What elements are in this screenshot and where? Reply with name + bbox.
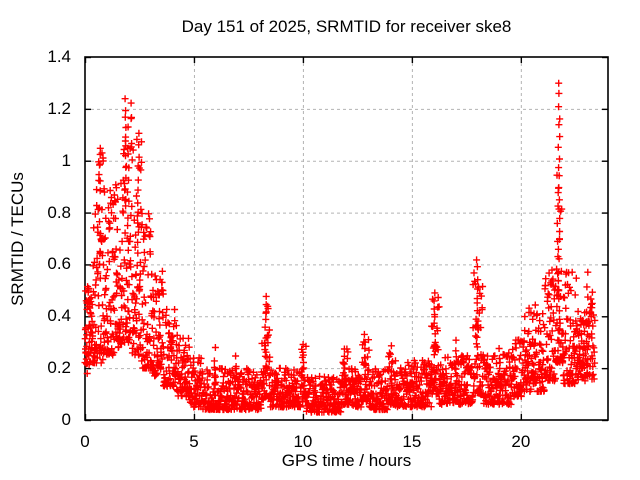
plot-border	[84, 56, 609, 421]
y-tick-label: 1.2	[47, 98, 71, 118]
x-tick-label: 5	[189, 432, 199, 451]
y-tick-label: 0.4	[47, 306, 71, 326]
x-tick-label: 0	[80, 432, 90, 451]
x-tick-label: 20	[511, 432, 531, 451]
y-tick-label: 0.2	[47, 358, 71, 378]
y-tick-label: 0	[61, 410, 71, 429]
y-tick-label: 1.4	[47, 47, 71, 66]
x-tick-label: 10	[293, 432, 313, 451]
y-tick-label: 0.6	[47, 254, 71, 274]
y-tick-label: 1	[61, 150, 71, 170]
chart-title: Day 151 of 2025, SRMTID for receiver ske…	[181, 17, 512, 36]
x-tick-label: 15	[402, 432, 422, 451]
y-tick-label: 0.8	[47, 202, 71, 222]
tick-marks	[84, 56, 608, 422]
scatter-points	[81, 79, 599, 416]
x-axis-label: GPS time / hours	[281, 451, 412, 470]
